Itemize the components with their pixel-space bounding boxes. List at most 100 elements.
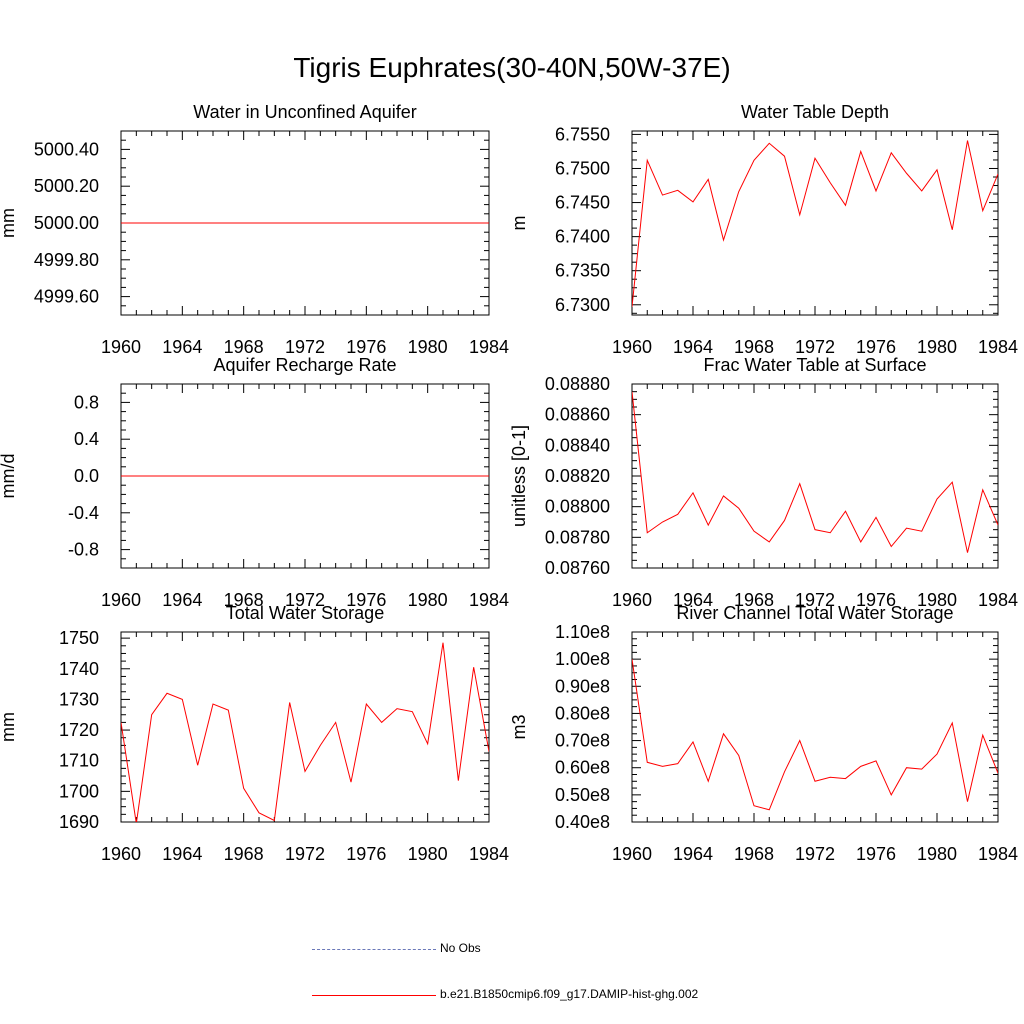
y-tick-label: 1.10e8 <box>555 622 610 642</box>
y-tick-label: 0.60e8 <box>555 758 610 778</box>
chart-panel-4: Frac Water Table at Surface unitless [0-1… <box>509 355 1018 610</box>
y-axis-label: mm/d <box>0 454 18 499</box>
series-line <box>632 391 998 553</box>
x-tick-label: 1960 <box>612 844 652 864</box>
y-tick-label: 5000.00 <box>34 213 99 233</box>
x-tick-label: 1960 <box>612 337 652 357</box>
legend-model-line <box>312 995 436 996</box>
chart-panel-3: Aquifer Recharge Rate mm/d 1960 1964 1968 197… <box>0 355 509 610</box>
y-tick-label: 5000.20 <box>34 176 99 196</box>
y-tick-label: -0.4 <box>68 503 99 523</box>
series-line <box>121 642 489 822</box>
x-tick-label: 1964 <box>162 590 202 610</box>
y-tick-label: -0.8 <box>68 540 99 560</box>
x-tick-label: 1964 <box>673 844 713 864</box>
x-tick-label: 1968 <box>734 590 774 610</box>
x-tick-label: 1976 <box>346 590 386 610</box>
x-tick-label: 1980 <box>408 590 448 610</box>
x-tick-label: 1972 <box>285 590 325 610</box>
y-tick-label: 1.00e8 <box>555 649 610 669</box>
x-tick-label: 1976 <box>856 844 896 864</box>
series-line <box>632 659 998 811</box>
y-tick-label: 6.7350 <box>555 261 610 281</box>
x-tick-label: 1972 <box>795 590 835 610</box>
x-tick-label: 1960 <box>101 590 141 610</box>
y-tick-label: 0.08760 <box>545 558 610 578</box>
plot-frame <box>631 383 999 569</box>
x-tick-label: 1972 <box>795 844 835 864</box>
x-tick-label: 1980 <box>917 337 957 357</box>
legend-obs-line <box>312 949 436 950</box>
x-tick-label: 1968 <box>224 844 264 864</box>
y-tick-label: 0.90e8 <box>555 676 610 696</box>
y-axis-label: m <box>509 216 529 231</box>
y-tick-label: 1740 <box>59 659 99 679</box>
plot-frame <box>120 631 490 823</box>
x-tick-label: 1964 <box>673 590 713 610</box>
y-axis-label: mm <box>0 208 18 238</box>
x-tick-label: 1964 <box>162 337 202 357</box>
y-tick-label: 4999.80 <box>34 250 99 270</box>
chart-panel-6: River Channel Total Water Storage m3 1960 1… <box>509 603 1018 864</box>
x-tick-label: 1984 <box>469 337 509 357</box>
y-tick-label: 4999.60 <box>34 287 99 307</box>
x-tick-label: 1980 <box>917 590 957 610</box>
plot-frame <box>631 631 999 823</box>
y-tick-label: 1730 <box>59 689 99 709</box>
y-tick-label: 6.7550 <box>555 124 610 144</box>
y-tick-label: 5000.40 <box>34 139 99 159</box>
legend-model-label: b.e21.B1850cmip6.f09_g17.DAMIP-hist-ghg.… <box>440 987 699 1001</box>
y-tick-label: 0.08780 <box>545 527 610 547</box>
y-tick-label: 6.7300 <box>555 295 610 315</box>
x-tick-label: 1968 <box>734 844 774 864</box>
panel-title: Water Table Depth <box>741 102 889 122</box>
y-axis-label: m3 <box>509 714 529 739</box>
x-tick-label: 1976 <box>346 844 386 864</box>
x-tick-label: 1976 <box>856 590 896 610</box>
y-tick-label: 0.08840 <box>545 435 610 455</box>
x-tick-label: 1976 <box>346 337 386 357</box>
x-tick-label: 1964 <box>162 844 202 864</box>
series-line <box>632 140 998 307</box>
y-tick-label: 6.7450 <box>555 193 610 213</box>
y-tick-label: 1700 <box>59 781 99 801</box>
x-tick-label: 1976 <box>856 337 896 357</box>
y-tick-label: 0.4 <box>74 429 99 449</box>
y-tick-label: 0.70e8 <box>555 731 610 751</box>
x-tick-label: 1984 <box>978 337 1018 357</box>
y-tick-label: 1710 <box>59 751 99 771</box>
y-tick-label: 0.8 <box>74 392 99 412</box>
y-tick-label: 1690 <box>59 812 99 832</box>
x-tick-label: 1972 <box>795 337 835 357</box>
y-tick-label: 1750 <box>59 628 99 648</box>
y-tick-label: 0.50e8 <box>555 785 610 805</box>
y-tick-label: 0.08800 <box>545 497 610 517</box>
y-tick-label: 6.7400 <box>555 227 610 247</box>
y-axis-label: unitless [0-1] <box>509 425 529 527</box>
panel-title: Aquifer Recharge Rate <box>213 355 396 375</box>
x-tick-label: 1968 <box>224 590 264 610</box>
y-axis-label: mm <box>0 712 18 742</box>
panel-title: Water in Unconfined Aquifer <box>193 102 416 122</box>
y-tick-label: 6.7500 <box>555 158 610 178</box>
legend-obs-label: No Obs <box>440 941 481 955</box>
x-tick-label: 1984 <box>978 844 1018 864</box>
y-tick-label: 0.08820 <box>545 466 610 486</box>
y-tick-label: 1720 <box>59 720 99 740</box>
x-tick-label: 1968 <box>734 337 774 357</box>
x-tick-label: 1960 <box>612 590 652 610</box>
y-tick-label: 0.40e8 <box>555 812 610 832</box>
panel-title: River Channel Total Water Storage <box>676 603 953 623</box>
y-tick-label: 0.08880 <box>545 374 610 394</box>
figure-title: Tigris Euphrates(30-40N,50W-37E) <box>293 52 731 83</box>
y-tick-label: 0.08860 <box>545 405 610 425</box>
chart-panel-2: Water Table Depth m 1960 1964 1968 1972 1976 19… <box>509 102 1018 357</box>
x-tick-label: 1980 <box>917 844 957 864</box>
panel-title: Total Water Storage <box>226 603 384 623</box>
y-tick-label: 0.80e8 <box>555 703 610 723</box>
x-tick-label: 1980 <box>408 337 448 357</box>
x-tick-label: 1984 <box>469 590 509 610</box>
chart-panel-5: Total Water Storage mm 1960 1964 1968 1972 197… <box>0 603 509 864</box>
x-tick-label: 1968 <box>224 337 264 357</box>
